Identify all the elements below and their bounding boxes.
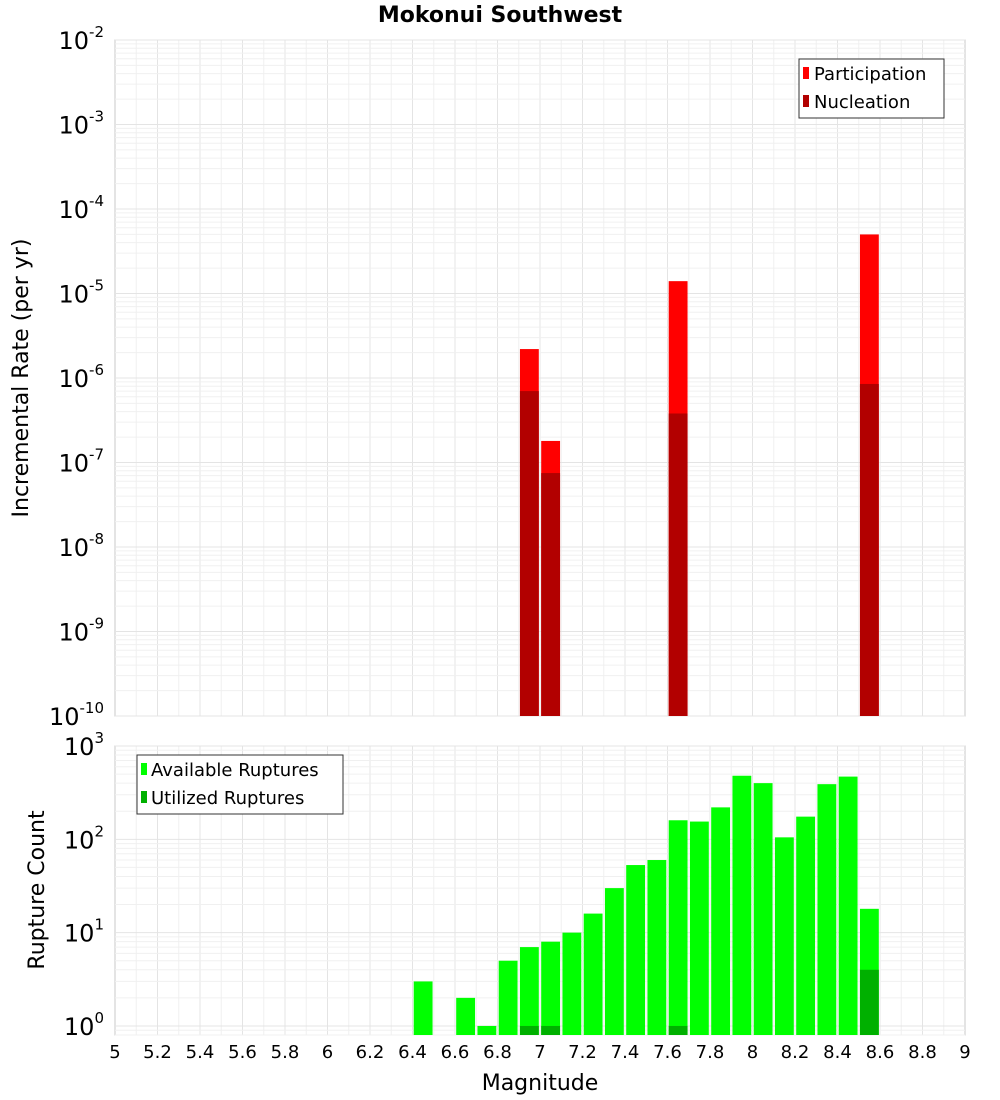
x-tick-label: 7 xyxy=(534,1042,545,1063)
bar-utilized xyxy=(859,969,879,1035)
y-tick-label: 100 xyxy=(64,1009,104,1041)
bar-utilized xyxy=(541,1025,561,1035)
bar-available xyxy=(541,941,561,1035)
bar-nucleation xyxy=(859,383,879,716)
bar-available xyxy=(562,932,582,1035)
x-tick-label: 5 xyxy=(109,1042,120,1063)
y-tick-label: 10-7 xyxy=(58,446,104,478)
bar-available xyxy=(519,947,539,1035)
top-legend: Participation Nucleation xyxy=(798,58,945,119)
bottom-panel: 103 102 101 100 5 5.2 5.4 5.6 5.8 6 6.2 6.4 6.6 6.8 7… xyxy=(25,729,971,1096)
bottom-legend: Available Ruptures Utilized Ruptures xyxy=(136,754,344,815)
y-tick-label: 103 xyxy=(64,729,104,761)
y-tick-label: 102 xyxy=(64,822,104,854)
bar-available xyxy=(774,837,794,1035)
legend-swatch-utilized xyxy=(141,791,147,803)
bar-available xyxy=(647,860,667,1035)
legend-label-utilized: Utilized Ruptures xyxy=(151,788,304,809)
bar-available xyxy=(604,888,624,1035)
x-tick-label: 9 xyxy=(959,1042,970,1063)
y-tick-label: 10-3 xyxy=(58,108,104,140)
chart-title: Mokonui Southwest xyxy=(378,3,623,28)
bar-available xyxy=(498,960,518,1035)
bar-available xyxy=(456,997,476,1035)
bar-available xyxy=(668,820,688,1035)
x-tick-label: 8.2 xyxy=(781,1042,810,1063)
x-tick-label: 8.4 xyxy=(823,1042,852,1063)
bar-utilized xyxy=(668,1025,688,1035)
x-tick-label: 5.2 xyxy=(143,1042,172,1063)
x-tick-label: 6.6 xyxy=(441,1042,470,1063)
bar-nucleation xyxy=(541,473,561,716)
bar-nucleation xyxy=(519,391,539,716)
top-panel: 10-2 10-3 10-4 10-5 10-6 10-7 10-8 10-9 10-10 In… xyxy=(9,23,966,731)
legend-swatch-nucleation xyxy=(803,95,809,107)
bar-available xyxy=(817,784,837,1035)
x-tick-label: 6.8 xyxy=(483,1042,512,1063)
x-tick-label: 7.8 xyxy=(696,1042,725,1063)
bar-available xyxy=(711,807,731,1035)
bar-nucleation xyxy=(668,413,688,716)
y-tick-label: 101 xyxy=(64,916,104,948)
x-tick-label: 6.2 xyxy=(356,1042,385,1063)
x-tick-label: 8 xyxy=(747,1042,758,1063)
bottom-y-axis-label: Rupture Count xyxy=(25,810,50,970)
x-tick-label: 5.8 xyxy=(271,1042,300,1063)
y-tick-label: 10-4 xyxy=(58,192,104,224)
bar-available xyxy=(583,913,603,1035)
legend-label-participation: Participation xyxy=(814,64,926,85)
y-tick-label: 10-10 xyxy=(49,699,104,731)
x-tick-label: 5.4 xyxy=(186,1042,215,1063)
y-tick-label: 10-2 xyxy=(58,23,104,55)
x-axis-label: Magnitude xyxy=(482,1071,599,1096)
bar-available xyxy=(413,981,433,1035)
y-tick-label: 10-5 xyxy=(58,277,104,309)
y-tick-label: 10-6 xyxy=(58,361,104,393)
x-tick-label: 6.4 xyxy=(398,1042,427,1063)
bar-available xyxy=(732,775,752,1035)
x-tick-label: 8.6 xyxy=(866,1042,895,1063)
bar-available xyxy=(626,865,646,1035)
bar-available xyxy=(796,816,816,1035)
bar-available xyxy=(689,821,709,1035)
legend-label-nucleation: Nucleation xyxy=(814,92,910,113)
y-tick-label: 10-9 xyxy=(58,615,104,647)
bar-utilized xyxy=(519,1025,539,1035)
bar-available xyxy=(838,776,858,1035)
bar-available xyxy=(753,783,773,1035)
x-tick-label: 5.6 xyxy=(228,1042,257,1063)
y-tick-label: 10-8 xyxy=(58,530,104,562)
legend-swatch-participation xyxy=(803,67,809,79)
bar-available xyxy=(477,1025,497,1035)
x-tick-label: 7.6 xyxy=(653,1042,682,1063)
legend-swatch-available xyxy=(141,763,147,775)
x-tick-label: 7.4 xyxy=(611,1042,640,1063)
top-legend-box xyxy=(798,58,945,119)
x-tick-label: 7.2 xyxy=(568,1042,597,1063)
bottom-legend-box xyxy=(136,754,344,815)
top-y-axis-label: Incremental Rate (per yr) xyxy=(9,239,34,518)
legend-label-available: Available Ruptures xyxy=(151,760,319,781)
x-tick-label: 8.8 xyxy=(908,1042,937,1063)
x-tick-label: 6 xyxy=(322,1042,333,1063)
